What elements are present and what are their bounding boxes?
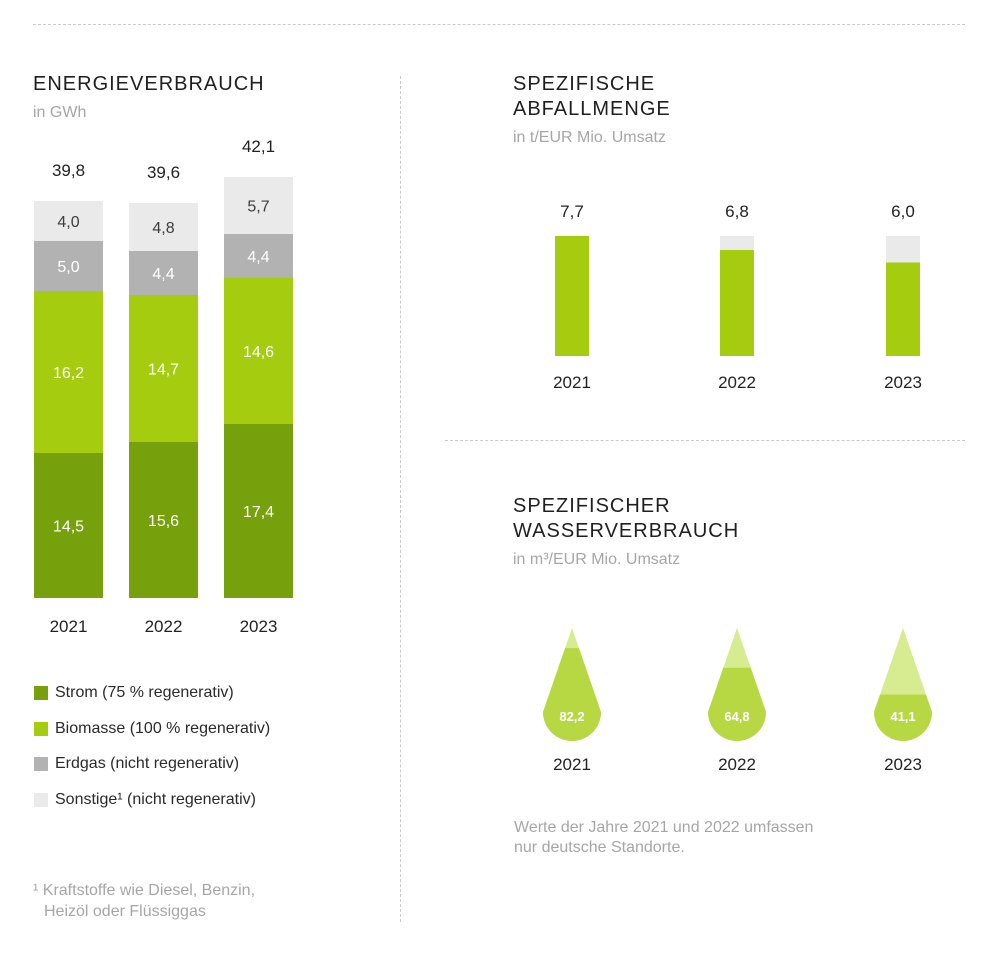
wasser-value-2021: 82,2 bbox=[559, 709, 584, 724]
energie-year-2022: 2022 bbox=[145, 617, 183, 636]
wasser-title: SPEZIFISCHER WASSERVERBRAUCH bbox=[513, 494, 739, 544]
legend-label-sonstige: Sonstige¹ (nicht regenerativ) bbox=[55, 790, 256, 808]
abfall-bar-2021 bbox=[555, 236, 589, 356]
energie-bar-sonstige-2023 bbox=[224, 177, 293, 234]
energie-bar-strom-2022 bbox=[129, 442, 198, 598]
abfall-value-2023: 6,0 bbox=[891, 202, 915, 221]
wasser-note-line1: Werte der Jahre 2021 und 2022 umfassen bbox=[514, 819, 814, 836]
column-divider bbox=[400, 76, 401, 922]
top-divider bbox=[33, 24, 965, 25]
energie-bar-strom-2023 bbox=[224, 424, 293, 598]
energie-value-strom-2021: 14,5 bbox=[53, 519, 84, 536]
legend-label-strom: Strom (75 % regenerativ) bbox=[55, 684, 234, 701]
energie-value-biomasse-2022: 14,7 bbox=[148, 362, 179, 379]
legend-swatch-biomasse bbox=[34, 721, 48, 736]
abfall-bar-2023 bbox=[886, 262, 920, 356]
energie-bar-sonstige-2021 bbox=[34, 201, 103, 241]
legend-item-strom: Strom (75 % regenerativ) bbox=[34, 684, 270, 702]
energie-bar-erdgas-2021 bbox=[34, 241, 103, 291]
abfall-value-2021: 7,7 bbox=[560, 202, 584, 221]
legend-swatch-erdgas bbox=[34, 757, 48, 771]
energie-legend: Strom (75 % regenerativ) Biomasse (100 %… bbox=[34, 684, 270, 826]
footnote-line1: ¹ Kraftstoffe wie Diesel, Benzin, bbox=[33, 882, 256, 899]
energie-total-2022: 39,6 bbox=[147, 163, 180, 182]
legend-item-erdgas: Erdgas (nicht regenerativ) bbox=[34, 755, 270, 773]
wasser-year-2022: 2022 bbox=[718, 755, 756, 774]
legend-item-biomasse: Biomasse (100 % regenerativ) bbox=[34, 720, 270, 738]
energie-value-biomasse-2021: 16,2 bbox=[53, 365, 84, 382]
energie-title: ENERGIEVERBRAUCH bbox=[33, 73, 265, 95]
energie-value-strom-2023: 17,4 bbox=[243, 504, 274, 521]
wasser-fill-2022 bbox=[708, 667, 766, 741]
energie-value-erdgas-2022: 4,4 bbox=[152, 266, 174, 283]
wasser-fill-2021 bbox=[543, 648, 601, 741]
abfall-year-2023: 2023 bbox=[884, 373, 922, 392]
energie-bar-erdgas-2022 bbox=[129, 251, 198, 295]
wasser-note: Werte der Jahre 2021 und 2022 umfassen n… bbox=[514, 818, 874, 858]
energie-value-biomasse-2023: 14,6 bbox=[243, 344, 274, 361]
abfall-title: SPEZIFISCHE ABFALLMENGE bbox=[513, 72, 671, 122]
energie-value-sonstige-2022: 4,8 bbox=[152, 220, 174, 237]
abfall-title-line1: SPEZIFISCHE bbox=[513, 73, 656, 95]
wasser-title-line1: SPEZIFISCHER bbox=[513, 495, 671, 517]
legend-item-sonstige: Sonstige¹ (nicht regenerativ) bbox=[34, 791, 270, 809]
wasser-fill-2023 bbox=[874, 694, 932, 741]
energie-bar-biomasse-2022 bbox=[129, 295, 198, 442]
energie-value-erdgas-2021: 5,0 bbox=[57, 259, 79, 276]
energie-bar-biomasse-2023 bbox=[224, 278, 293, 424]
energie-footnote: ¹ Kraftstoffe wie Diesel, Benzin, Heizöl… bbox=[33, 880, 255, 922]
energie-total-2021: 39,8 bbox=[52, 161, 85, 180]
wasser-title-line2: WASSERVERBRAUCH bbox=[513, 520, 740, 542]
abfall-year-2022: 2022 bbox=[718, 373, 756, 392]
legend-label-biomasse: Biomasse (100 % regenerativ) bbox=[55, 719, 271, 737]
energie-bar-biomasse-2021 bbox=[34, 291, 103, 453]
right-divider bbox=[445, 440, 965, 441]
abfall-title-line2: ABFALLMENGE bbox=[513, 98, 671, 120]
energie-year-2023: 2023 bbox=[240, 617, 278, 636]
energie-subtitle: in GWh bbox=[33, 104, 87, 121]
legend-swatch-strom bbox=[34, 686, 48, 700]
legend-swatch-sonstige bbox=[34, 792, 48, 807]
abfall-subtitle: in t/EUR Mio. Umsatz bbox=[513, 129, 666, 146]
footnote-line2: Heizöl oder Flüssiggas bbox=[44, 903, 206, 920]
energie-value-strom-2022: 15,6 bbox=[148, 513, 179, 530]
wasser-year-2021: 2021 bbox=[553, 755, 591, 774]
abfall-year-2021: 2021 bbox=[553, 373, 591, 392]
energie-value-sonstige-2023: 5,7 bbox=[247, 199, 269, 216]
abfall-bar-2022 bbox=[720, 250, 754, 356]
energie-value-sonstige-2021: 4,0 bbox=[57, 214, 79, 231]
wasser-subtitle: in m³/EUR Mio. Umsatz bbox=[513, 551, 681, 568]
wasser-year-2023: 2023 bbox=[884, 755, 922, 774]
energie-bar-erdgas-2023 bbox=[224, 234, 293, 278]
energie-value-erdgas-2023: 4,4 bbox=[247, 249, 269, 266]
energie-bar-sonstige-2022 bbox=[129, 203, 198, 251]
wasser-value-2023: 41,1 bbox=[890, 709, 915, 724]
energie-total-2023: 42,1 bbox=[242, 137, 275, 156]
abfall-value-2022: 6,8 bbox=[725, 202, 749, 221]
wasser-value-2022: 64,8 bbox=[724, 709, 749, 724]
legend-label-erdgas: Erdgas (nicht regenerativ) bbox=[55, 755, 240, 772]
energie-bar-strom-2021 bbox=[34, 453, 103, 598]
energie-year-2021: 2021 bbox=[50, 617, 88, 636]
wasser-note-line2: nur deutsche Standorte. bbox=[514, 839, 685, 856]
